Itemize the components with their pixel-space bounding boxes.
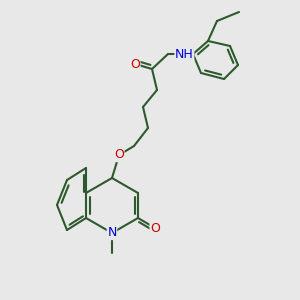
Text: O: O <box>114 148 124 161</box>
Text: O: O <box>150 221 160 235</box>
Text: O: O <box>130 58 140 70</box>
Text: NH: NH <box>175 47 194 61</box>
Text: N: N <box>107 226 117 239</box>
